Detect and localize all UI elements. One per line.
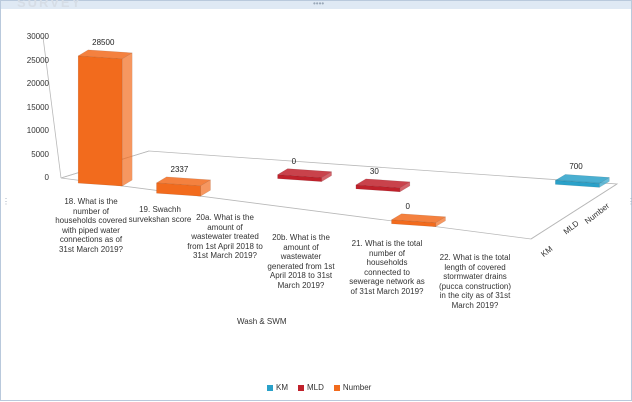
legend-swatch [267,384,273,391]
depth-axis-right [530,183,618,240]
y-tick-label: 5000 [31,149,49,159]
resize-handle-right[interactable]: ⋮ [627,197,632,206]
bar-mld [276,168,333,183]
category-label: 18. What is the number of households cov… [55,197,127,254]
legend-item: KM [267,383,288,392]
window-title-fragment: SURVEY [17,0,83,10]
y-tick-label: 10000 [26,126,49,135]
category-label: 20a. What is the amount of wastewater tr… [187,213,263,260]
y-tick-label: 20000 [26,79,49,88]
data-label: 0 [405,201,410,211]
legend-label: KM [276,383,288,392]
legend-label: MLD [307,383,324,392]
data-label: 700 [569,162,583,172]
category-label: 20b. What is the amount of wastewater ge… [267,233,335,290]
y-tick-label: 0 [44,173,49,182]
resize-handle-left[interactable]: ⋮ [2,197,10,206]
data-label: 30 [369,166,379,176]
legend-item: MLD [298,383,324,392]
category-label: 22. What is the total length of covered … [438,253,512,310]
y-tick-label: 15000 [26,102,49,112]
bar-mld [355,178,411,193]
bar-km [554,174,611,188]
chart-legend: KM MLD Number [267,383,371,392]
y-tick-label: 30000 [26,32,49,41]
x-axis-title: Wash & SWM [237,317,287,326]
legend-swatch [333,384,340,391]
category-label: 19. Swachh survekshan score [128,205,192,224]
legend-label: Number [342,383,372,392]
bar-number [77,49,133,187]
data-label: 2337 [170,164,189,174]
y-tick-label: 25000 [26,55,49,65]
bar-number [155,176,212,197]
legend-swatch [298,384,304,391]
data-label: 0 [291,156,297,166]
data-label: 28500 [92,37,115,47]
bar-number [390,213,447,228]
legend-item: Number [333,383,372,392]
resize-handle-top[interactable]: •••• [313,0,325,8]
category-label: 21. What is the total number of househol… [349,239,425,296]
